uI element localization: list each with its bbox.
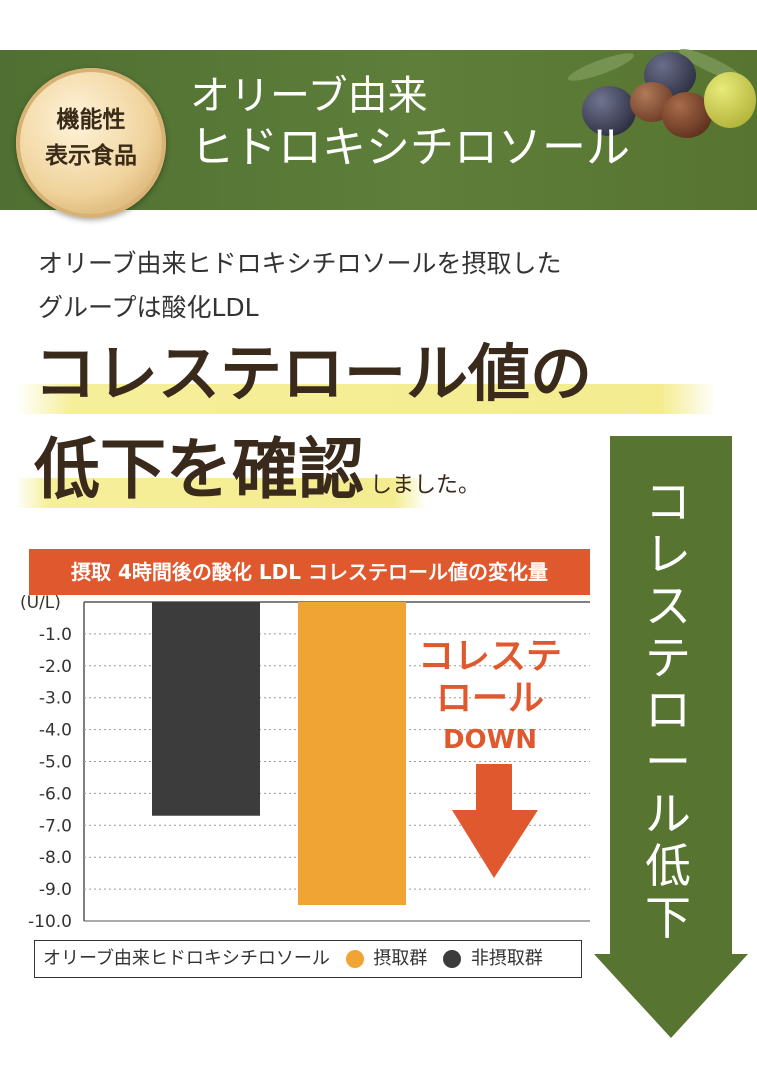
y-axis-label: (U/L): [20, 593, 61, 613]
bar-nonintake: [152, 602, 260, 816]
legend-swatch-nonintake: [443, 950, 462, 968]
legend-entry-intake: 摂取群: [373, 948, 428, 969]
callout-line-2: ロール: [435, 678, 544, 719]
headline-suffix: しました。: [370, 473, 481, 498]
callout-line-1: コレステ: [417, 636, 562, 677]
y-tick-label: -6.0: [39, 784, 72, 804]
bar-chart: (U/L) -1.0 -2.0 -3.0 -4.0 -5.0 -6.0 -7.0 -8.0 -9.…: [20, 593, 590, 932]
big-down-arrow-icon: [594, 436, 748, 1038]
intro-line-2: グループは酸化LDL: [38, 293, 259, 322]
chart-title: 摂取 4時間後の酸化 LDL コレステロール値の変化量: [29, 549, 590, 595]
y-tick-label: -5.0: [39, 753, 72, 773]
intro-line-1: オリーブ由来ヒドロキシチロソールを摂取した: [38, 249, 562, 278]
down-arrow-icon: [452, 764, 538, 878]
badge-line-2: 表示食品: [45, 142, 137, 169]
banner-title-line-2: ヒドロキシチロソール: [190, 122, 630, 173]
y-tick-label: -7.0: [39, 816, 72, 836]
banner-title: オリーブ由来 ヒドロキシチロソール: [190, 70, 630, 174]
y-tick-label: -1.0: [39, 625, 72, 645]
legend-prefix: オリーブ由来ヒドロキシチロソール: [43, 948, 330, 969]
legend-entry-nonintake: 非摂取群: [470, 948, 543, 969]
y-tick-label: -8.0: [39, 848, 72, 868]
headline-emphasis: 低下を確認: [34, 430, 364, 508]
y-tick-label: -3.0: [39, 689, 72, 709]
side-arrow-text: コレステロール低下: [645, 475, 691, 945]
callout-line-3: DOWN: [442, 725, 538, 755]
badge-line-1: 機能性: [56, 106, 126, 133]
y-tick-label: -4.0: [39, 721, 72, 741]
banner-title-line-1: オリーブ由来: [190, 73, 428, 119]
bar-intake: [298, 602, 406, 906]
olive-icon: [582, 86, 636, 136]
headline-line-1: コレステロール値の: [34, 337, 593, 410]
y-tick-label: -10.0: [28, 912, 72, 932]
olive-icon: [704, 72, 756, 128]
chart-legend: オリーブ由来ヒドロキシチロソール 摂取群 非摂取群: [34, 940, 582, 978]
cholesterol-down-callout: コレステ ロール DOWN: [400, 636, 580, 758]
chart-bars: [152, 602, 406, 906]
headline-highlight: [16, 384, 716, 414]
functional-food-badge: 機能性 表示食品: [16, 68, 166, 218]
headline-line-2: 低下を確認 しました。: [34, 424, 480, 531]
y-tick-label: -2.0: [39, 657, 72, 677]
olive-icon: [662, 92, 712, 138]
headline-highlight: [16, 478, 426, 508]
legend-swatch-intake: [345, 950, 364, 968]
y-tick-label: -9.0: [39, 880, 72, 900]
chart-labels: (U/L) -1.0 -2.0 -3.0 -4.0 -5.0 -6.0 -7.0 -8.0 -9.…: [20, 593, 72, 932]
intro-text: オリーブ由来ヒドロキシチロソールを摂取した グループは酸化LDL: [38, 242, 562, 330]
